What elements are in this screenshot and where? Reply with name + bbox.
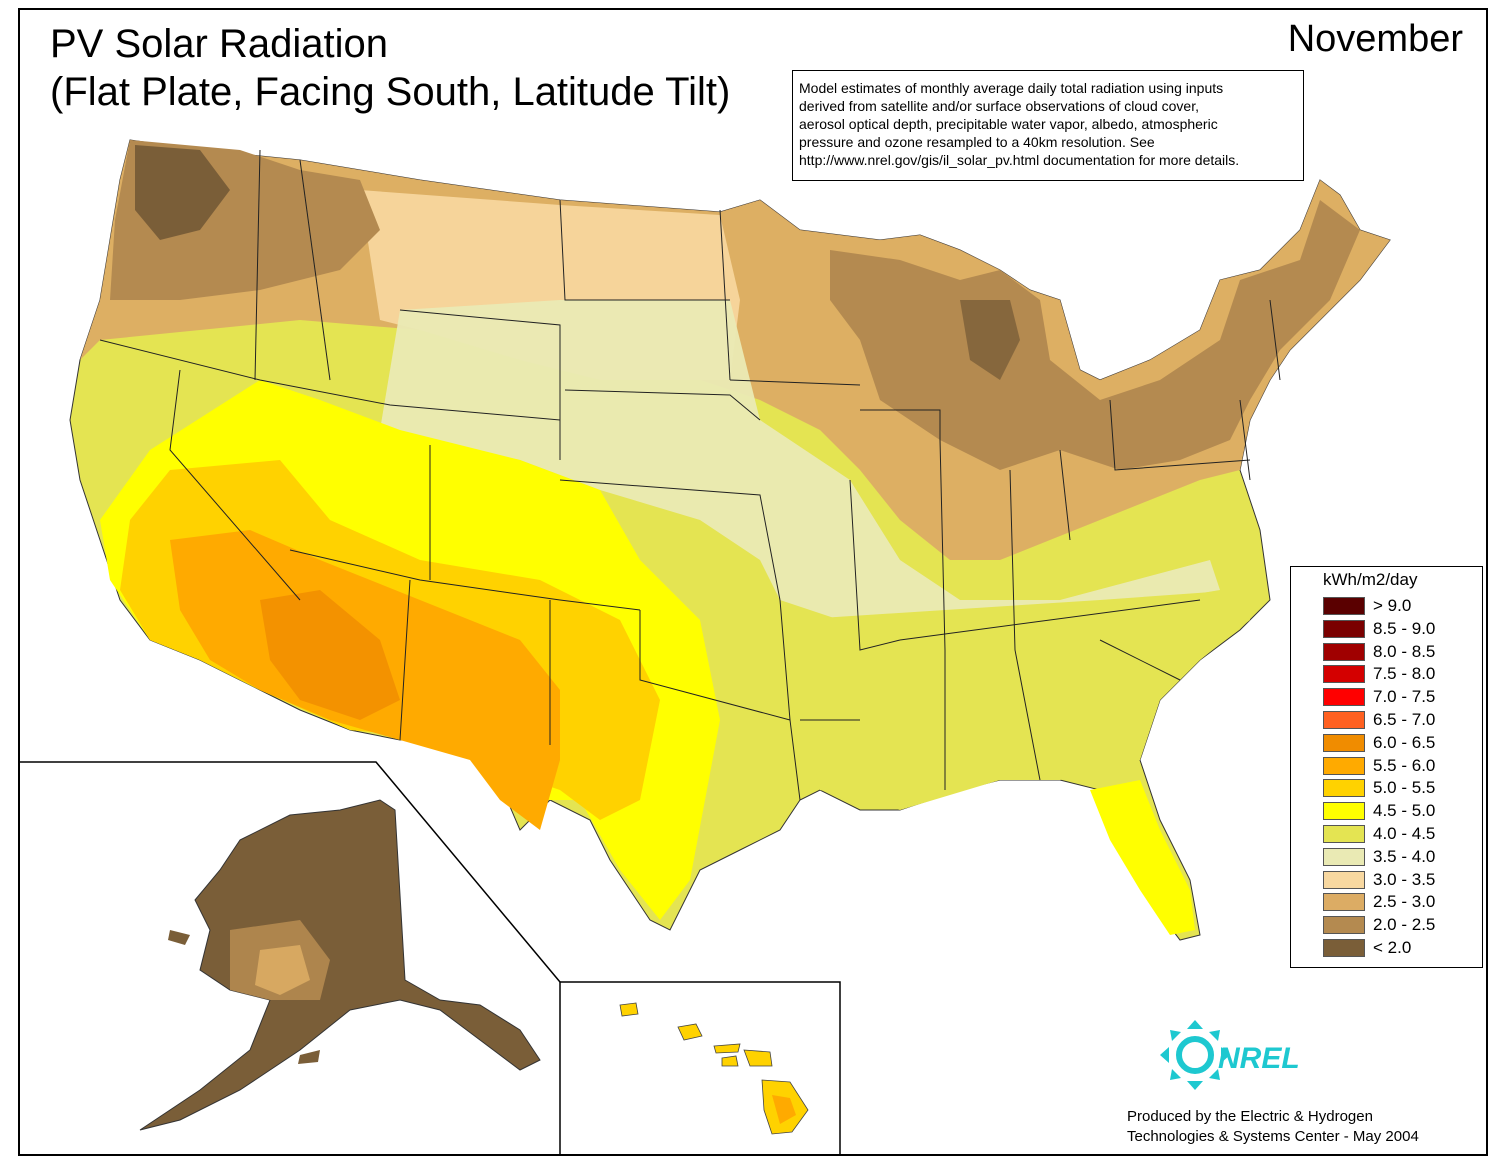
legend-item: 7.5 - 8.0 (1323, 663, 1435, 685)
state-borders (99, 149, 1281, 801)
legend-item: 5.0 - 5.5 (1323, 777, 1435, 799)
legend-swatch (1323, 847, 1365, 866)
legend-swatch (1323, 733, 1365, 752)
legend-swatch (1323, 939, 1365, 957)
legend-label: 2.5 - 3.0 (1373, 892, 1436, 912)
legend-swatch (1323, 688, 1365, 707)
note-line: pressure and ozone resampled to a 40km r… (799, 134, 1155, 150)
map-title: PV Solar Radiation (50, 22, 388, 66)
central-pale-zone (380, 300, 1220, 640)
legend-swatch (1323, 642, 1365, 661)
legend-item: 2.0 - 2.5 (1323, 914, 1435, 936)
legend-swatch (1323, 802, 1365, 821)
legend-item: 6.5 - 7.0 (1323, 709, 1435, 731)
legend-box: kWh/m2/day > 9.0 8.5 - 9.0 8.0 - 8.5 7.5 - … (1290, 566, 1483, 968)
legend-item: 4.5 - 5.0 (1323, 800, 1435, 822)
legend-item: 5.5 - 6.0 (1323, 755, 1435, 777)
michigan-darkest-zone (960, 300, 1020, 380)
legend-label: 4.0 - 4.5 (1373, 824, 1436, 843)
legend-label: 3.0 - 3.5 (1373, 869, 1436, 889)
note-line: http://www.nrel.gov/gis/il_solar_pv.html… (799, 152, 1240, 168)
legend-item: > 9.0 (1323, 595, 1411, 617)
note-line: derived from satellite and/or surface ob… (799, 98, 1199, 114)
legend-label: 7.0 - 7.5 (1373, 687, 1436, 707)
legend-item: 2.5 - 3.0 (1323, 891, 1435, 913)
legend-item: 8.5 - 9.0 (1323, 618, 1435, 640)
credit-text: Produced by the Electric & Hydrogen Tech… (1127, 1107, 1419, 1147)
methodology-note: Model estimates of monthly average daily… (792, 70, 1304, 181)
legend-item: < 2.0 (1323, 937, 1411, 959)
legend-label: < 2.0 (1373, 938, 1412, 957)
legend-label: 6.5 - 7.0 (1373, 710, 1436, 729)
nrel-logo: NREL (1160, 1020, 1300, 1090)
florida-high-zone (1090, 780, 1195, 935)
legend-label: 8.5 - 9.0 (1373, 618, 1436, 638)
legend-item: 3.0 - 3.5 (1323, 869, 1435, 891)
credit-line: Produced by the Electric & Hydrogen (1127, 1108, 1373, 1125)
legend-label: 6.0 - 6.5 (1373, 732, 1436, 752)
note-line: aerosol optical depth, precipitable wate… (799, 116, 1218, 132)
credit-line: Technologies & Systems Center - May 2004 (1127, 1128, 1419, 1145)
alaska-landmass (139, 799, 541, 1131)
alaska-inset-border (20, 761, 561, 983)
legend-swatch (1323, 916, 1365, 935)
legend-label: 5.0 - 5.5 (1373, 778, 1436, 798)
nrel-wordmark: NREL (1218, 1042, 1300, 1075)
legend-item: 3.5 - 4.0 (1323, 846, 1435, 868)
legend-title: kWh/m2/day (1323, 570, 1418, 589)
legend-swatch (1323, 597, 1365, 615)
alaska-islands (168, 930, 320, 1064)
legend-swatch (1323, 825, 1365, 843)
legend-swatch (1323, 893, 1365, 912)
legend-swatch (1323, 870, 1365, 889)
legend-item: 6.0 - 6.5 (1323, 732, 1435, 754)
legend-item: 4.0 - 4.5 (1323, 823, 1435, 845)
legend-label: 8.0 - 8.5 (1373, 641, 1436, 661)
alaska-pale-zone (255, 945, 310, 995)
legend-item: 8.0 - 8.5 (1323, 641, 1435, 663)
map-subtitle: (Flat Plate, Facing South, Latitude Tilt… (50, 70, 731, 114)
legend-label: 7.5 - 8.0 (1373, 664, 1436, 684)
arizona-peak-zone (260, 590, 400, 720)
legend-item: 7.0 - 7.5 (1323, 686, 1435, 708)
southeast-pale-zone (790, 590, 1250, 810)
great-lakes-dark-zone (830, 200, 1360, 470)
legend-label: 3.5 - 4.0 (1373, 846, 1436, 866)
hawaii-inset-border (559, 981, 841, 1156)
nrel-sun-icon (1160, 1020, 1230, 1090)
legend-swatch (1323, 665, 1365, 684)
legend-label: 4.5 - 5.0 (1373, 801, 1436, 821)
note-line: Model estimates of monthly average daily… (799, 80, 1224, 96)
legend-label: 2.0 - 2.5 (1373, 915, 1436, 935)
washington-darkest-zone (135, 145, 230, 240)
legend-label: > 9.0 (1373, 596, 1412, 615)
legend-swatch (1323, 711, 1365, 729)
legend-label: 5.5 - 6.0 (1373, 755, 1436, 775)
hawaii-islands (619, 1002, 809, 1135)
legend-swatch (1323, 756, 1365, 775)
month-label: November (1287, 18, 1463, 60)
legend-swatch (1323, 619, 1365, 638)
legend-swatch (1323, 779, 1365, 798)
